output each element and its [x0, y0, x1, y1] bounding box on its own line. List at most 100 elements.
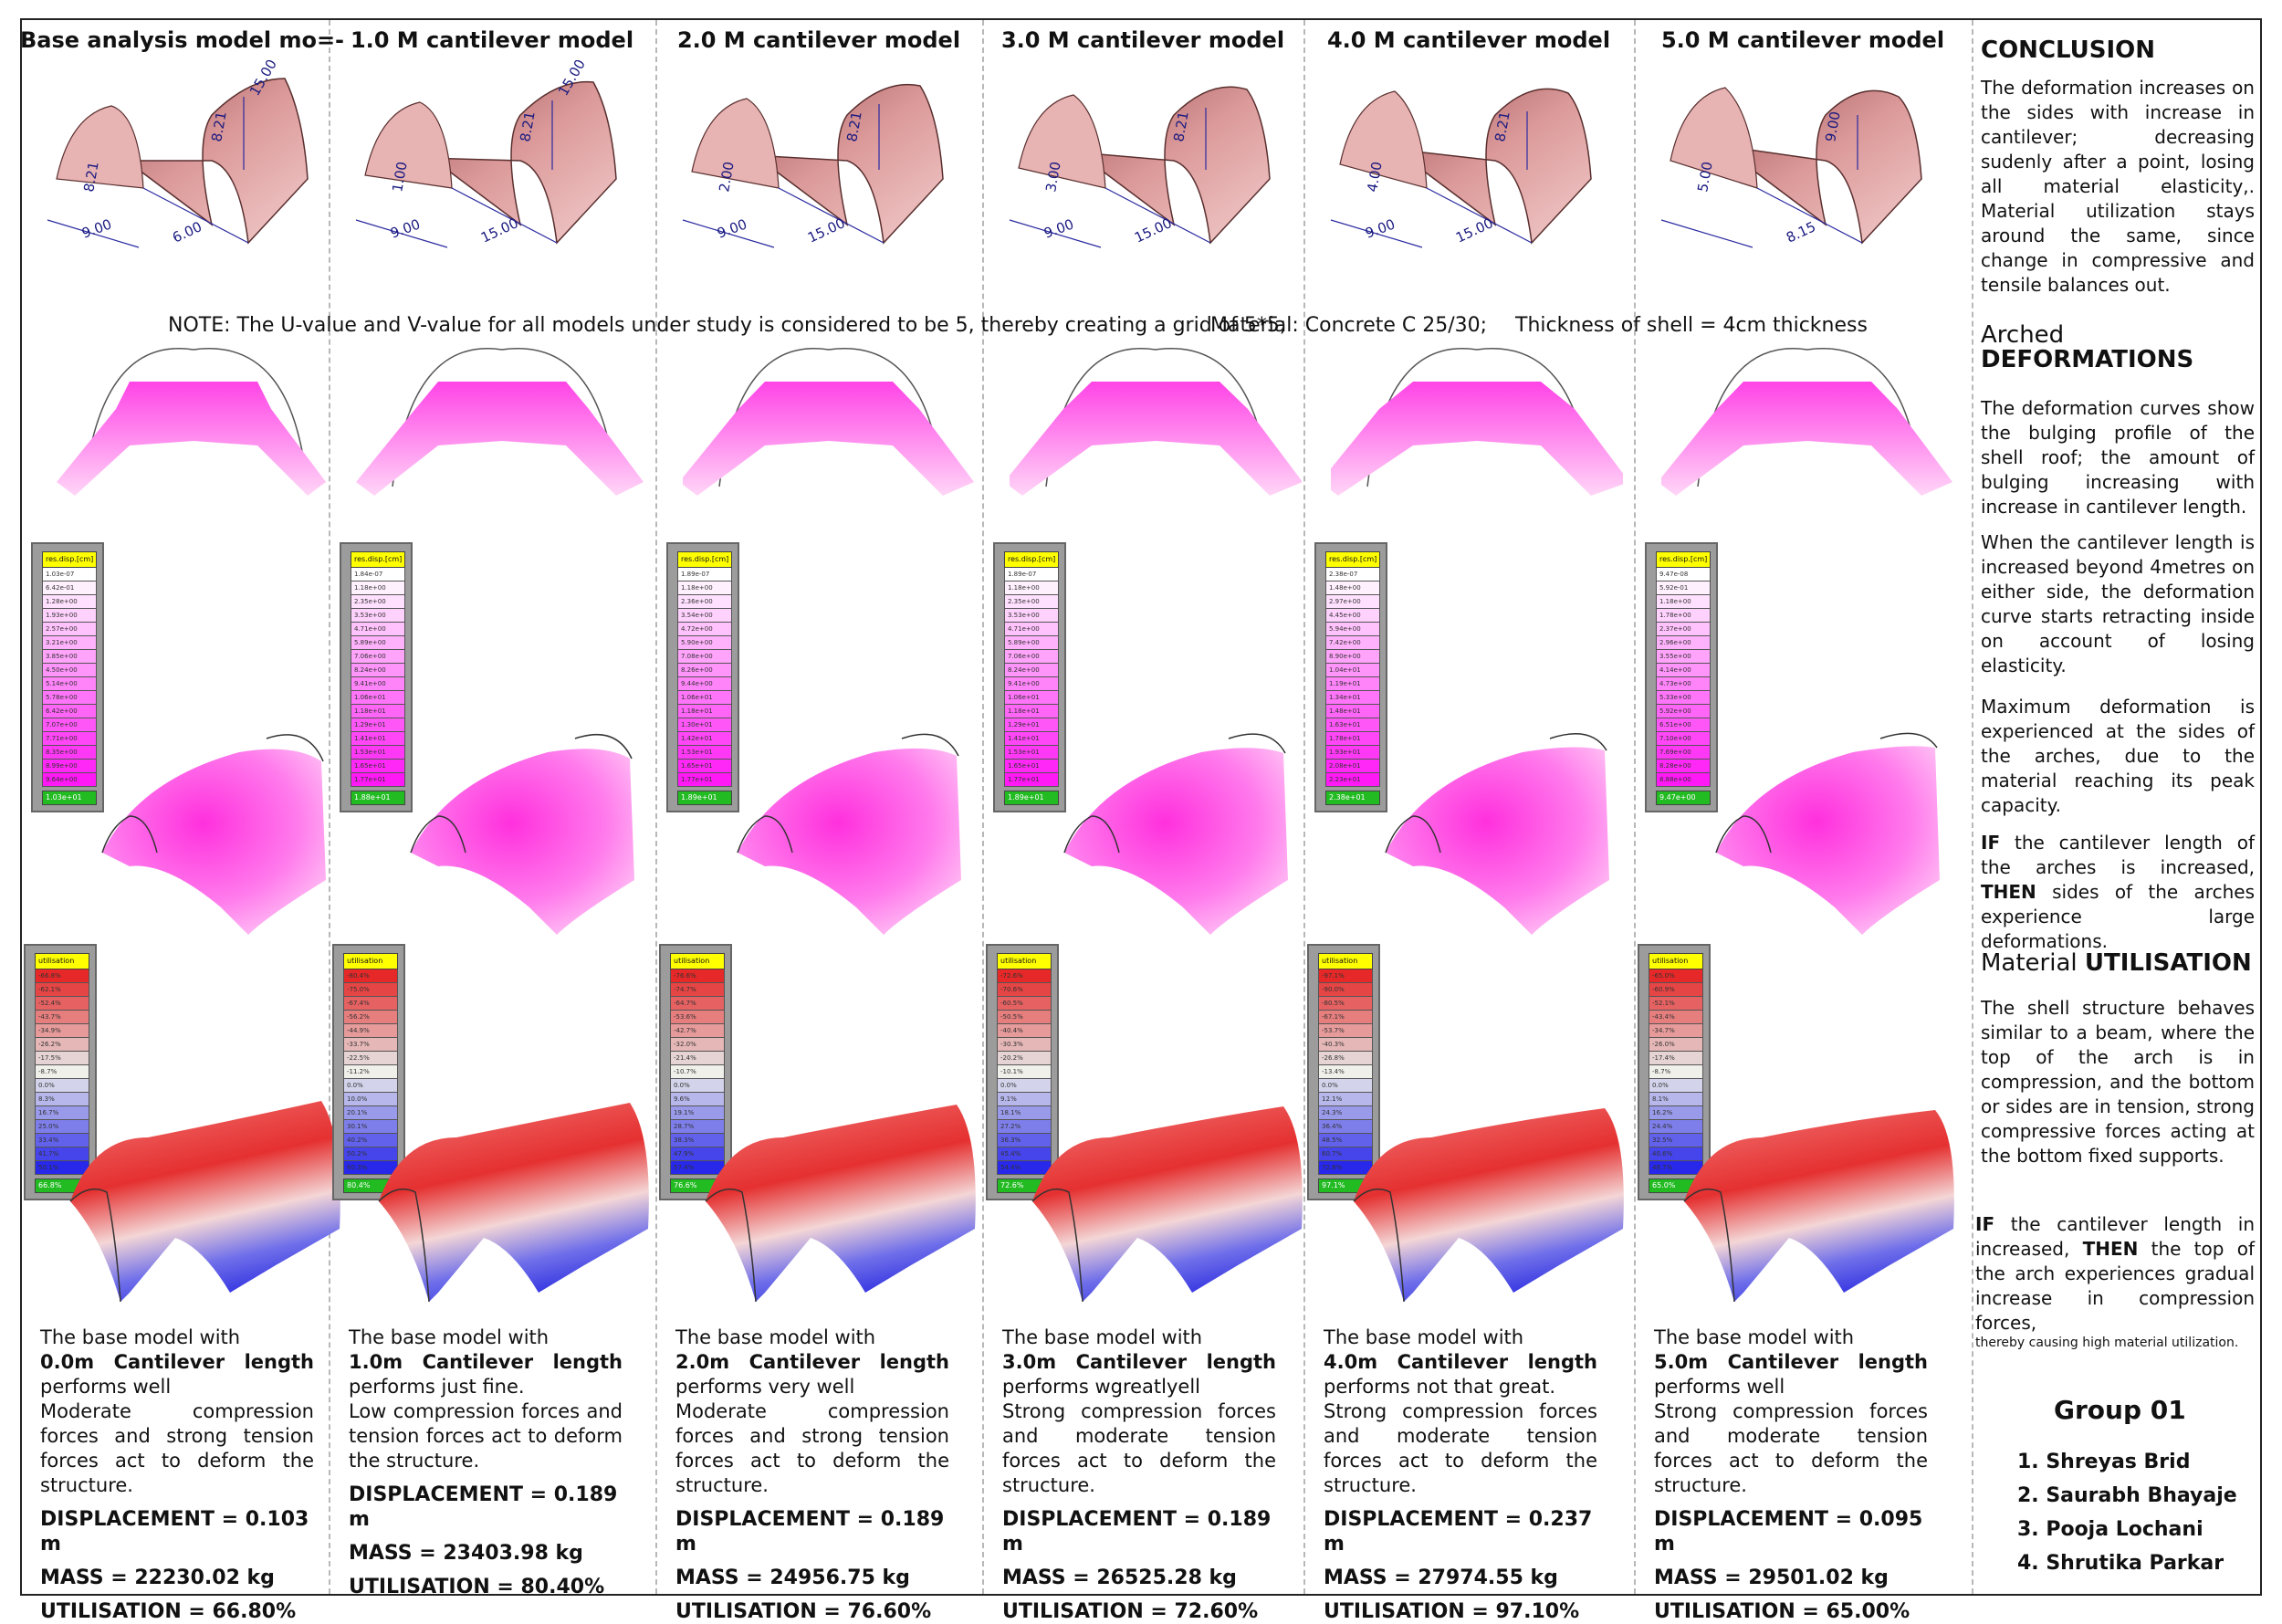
- legend-cell: 8.90e+00: [1325, 650, 1380, 664]
- legend-cell: -70.6%: [997, 983, 1052, 997]
- legend-cell: 7.42e+00: [1325, 636, 1380, 650]
- legend-cell: -34.7%: [1649, 1024, 1703, 1038]
- legend-cell: -80.5%: [1318, 997, 1373, 1011]
- legend-cell: -40.3%: [1318, 1038, 1373, 1052]
- legend-cell: 1.77e+01: [677, 773, 732, 787]
- legend-cell: 7.06e+00: [351, 650, 405, 664]
- summary-displacement: DISPLACEMENT = 0.095 m: [1654, 1508, 1923, 1556]
- legend-cell: -52.1%: [1649, 997, 1703, 1011]
- legend-header: utilisation: [997, 953, 1052, 969]
- legend-header: res.disp.[cm]: [1325, 551, 1380, 568]
- vault-model: 8.21 6.00 8.21 9.00 15.00: [29, 57, 330, 274]
- legend-cell: 2.37e+00: [1656, 623, 1711, 636]
- summary-cantilever: 1.0m Cantilever length: [349, 1351, 623, 1373]
- column-divider: [1634, 20, 1636, 1594]
- summary-mass: MASS = 22230.02 kg: [40, 1566, 275, 1589]
- legend-cell: 5.94e+00: [1325, 623, 1380, 636]
- legend-cell: 5.89e+00: [351, 636, 405, 650]
- legend-cell: 0.0%: [997, 1079, 1052, 1093]
- legend-cell: -74.7%: [670, 983, 725, 997]
- displacement-view-diagram: [410, 734, 634, 935]
- legend-header: res.disp.[cm]: [1004, 551, 1059, 568]
- displacement-view-diagram: [1063, 733, 1288, 935]
- legend-cell: 7.71e+00: [42, 732, 97, 746]
- legend-cell: 7.08e+00: [677, 650, 732, 664]
- arch-edge: [1031, 1188, 1083, 1303]
- legend-cell: 24.3%: [1318, 1106, 1373, 1120]
- legend-cell: -32.0%: [670, 1038, 725, 1052]
- legend-cell: -90.0%: [1318, 983, 1373, 997]
- dimension-label: 9.00: [388, 215, 423, 241]
- arch-edge: [1879, 732, 1938, 749]
- dimension-label: 5.00: [1694, 161, 1716, 194]
- legend-cell: 8.24e+00: [1004, 664, 1059, 677]
- legend-footer: 1.89e+01: [677, 791, 732, 805]
- arch-edge: [101, 815, 158, 854]
- legend-cell: 1.48e+00: [1325, 581, 1380, 595]
- shell-arch-front: [691, 98, 780, 189]
- summary-performance: performs well: [1654, 1376, 1785, 1398]
- legend-cell: 36.3%: [997, 1134, 1052, 1147]
- legend-cell: 9.41e+00: [1004, 677, 1059, 691]
- legend-cell: -20.2%: [997, 1052, 1052, 1065]
- legend-cell: 1.93e+01: [1325, 746, 1380, 760]
- dimension-label: 15.00: [1132, 215, 1175, 246]
- legend-cell: 10.0%: [343, 1093, 398, 1106]
- poster-frame: [20, 18, 2262, 1596]
- legend-cell: 7.06e+00: [1004, 650, 1059, 664]
- legend-cell: -52.4%: [35, 997, 89, 1011]
- legend-cell: -62.1%: [35, 983, 89, 997]
- legend-cell: -65.0%: [1649, 969, 1703, 983]
- summary-displacement: DISPLACEMENT = 0.237 m: [1324, 1508, 1593, 1556]
- utilisation-view: [1028, 1083, 1311, 1305]
- vault-model-diagram: 2.00 15.00 8.21 9.00: [682, 83, 944, 248]
- summary-intro: The base model with: [1002, 1326, 1203, 1348]
- legend-footer: 1.03e+01: [42, 791, 97, 805]
- summary-displacement: DISPLACEMENT = 0.103 m: [40, 1508, 309, 1556]
- legend-footer: 1.89e+01: [1004, 791, 1059, 805]
- utilisation-view: [1349, 1083, 1632, 1305]
- displacement-surface: [1386, 747, 1609, 935]
- model-summary: The base model with 0.0m Cantilever lengt…: [40, 1325, 314, 1624]
- legend-cell: 4.50e+00: [42, 664, 97, 677]
- legend-cell: 4.14e+00: [1656, 664, 1711, 677]
- legend-header: res.disp.[cm]: [1656, 551, 1711, 568]
- legend-cell: -56.2%: [343, 1011, 398, 1024]
- utilisation-small-text: thereby causing high material utilizatio…: [1975, 1336, 2239, 1350]
- utilisation-view: [374, 1083, 657, 1305]
- legend-cell: 1.78e+00: [1656, 609, 1711, 623]
- legend-cell: -8.7%: [35, 1065, 89, 1079]
- summary-mass: MASS = 29501.02 kg: [1654, 1566, 1889, 1589]
- legend-cell: -43.4%: [1649, 1011, 1703, 1024]
- legend-cell: 1.65e+01: [351, 760, 405, 773]
- summary-description: Strong compression forces and moderate t…: [1002, 1400, 1276, 1496]
- legend-cell: 25.0%: [35, 1120, 89, 1134]
- summary-mass: MASS = 26525.28 kg: [1002, 1566, 1237, 1589]
- vault-model-diagram: 5.00 8.15 9.00: [1660, 87, 1922, 248]
- utilisation-title: Material UTILISATION: [1981, 949, 2252, 977]
- dimension-label: 9.00: [1042, 215, 1076, 241]
- column-title: 1.0 M cantilever model: [350, 27, 634, 53]
- legend-cell: 9.44e+00: [677, 677, 732, 691]
- legend-cell: -60.9%: [1649, 983, 1703, 997]
- legend-cell: 6.42e+00: [42, 705, 97, 718]
- legend-cell: 8.3%: [35, 1093, 89, 1106]
- displacement-surface: [738, 748, 961, 935]
- summary-description: Low compression forces and tension force…: [349, 1400, 623, 1472]
- legend-cell: 5.14e+00: [42, 677, 97, 691]
- deformation-bulge: [356, 382, 644, 496]
- legend-cell: -26.0%: [1649, 1038, 1703, 1052]
- dimension-line: [142, 187, 249, 244]
- summary-description: Strong compression forces and moderate t…: [1324, 1400, 1597, 1496]
- legend-cell: 1.65e+01: [1004, 760, 1059, 773]
- arch-edge: [1385, 815, 1441, 854]
- legend-cell: -21.4%: [670, 1052, 725, 1065]
- legend-cell: -17.4%: [1649, 1052, 1703, 1065]
- deformations-p1: The deformation curves show the bulging …: [1981, 397, 2255, 518]
- legend-cell: 1.63e+01: [1325, 718, 1380, 732]
- group-member: 4. Shrutika Parkar: [2017, 1552, 2224, 1575]
- legend-cell: 1.06e+01: [351, 691, 405, 705]
- legend-cell: -40.4%: [997, 1024, 1052, 1038]
- legend-cell: 4.73e+00: [1656, 677, 1711, 691]
